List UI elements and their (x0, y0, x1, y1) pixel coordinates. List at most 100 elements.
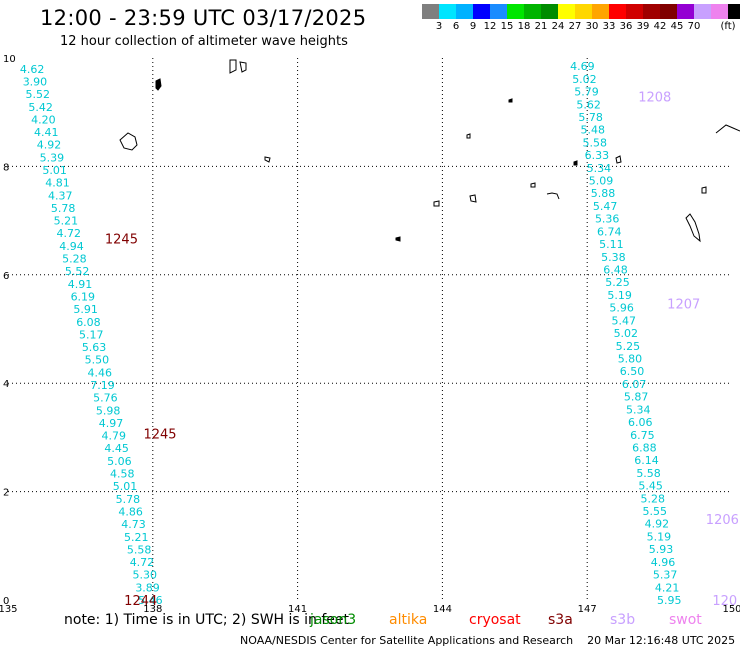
colorbar-label: 21 (534, 21, 548, 32)
wave-height-value: 5.58 (127, 543, 152, 556)
island-outline (615, 155, 622, 164)
track-time-label: 1208 (638, 91, 671, 106)
wave-height-value: 4.45 (104, 442, 129, 455)
colorbar-swatch (660, 4, 677, 19)
satellite-legend-cryosat: cryosat (469, 612, 521, 628)
island-outline (546, 192, 560, 200)
wave-height-value: 5.28 (640, 492, 665, 505)
wave-height-value: 5.79 (574, 86, 599, 99)
chart-subtitle: 12 hour collection of altimeter wave hei… (60, 34, 348, 49)
wave-height-value: 5.46 (138, 594, 163, 607)
wave-height-value: 5.58 (636, 467, 661, 480)
credit-text: NOAA/NESDIS Center for Satellite Applica… (240, 634, 574, 647)
footer-legend: note: 1) Time is in UTC; 2) SWH is in fe… (64, 612, 740, 630)
generated-timestamp: 20 Mar 12:16:48 UTC 2025 (587, 634, 736, 647)
island-outlines (119, 59, 740, 243)
colorbar-label: 3 (435, 21, 443, 32)
colorbar-label: 30 (585, 21, 599, 32)
wave-height-value: 6.06 (628, 416, 653, 429)
wave-height-value: 5.01 (113, 480, 138, 493)
colorbar-swatch (490, 4, 507, 19)
wave-height-value: 5.17 (79, 328, 104, 341)
wave-height-value: 5.47 (593, 200, 618, 213)
wave-height-value: 7.19 (90, 379, 115, 392)
colorbar-label: 15 (500, 21, 514, 32)
wave-height-value: 5.58 (583, 136, 608, 149)
colorbar-label: 27 (568, 21, 582, 32)
colorbar-swatch (473, 4, 490, 19)
lat-tick-label: 10 (3, 54, 16, 65)
wave-height-value: 5.25 (616, 340, 641, 353)
wave-height-value: 5.91 (73, 303, 98, 316)
wave-height-value: 6.19 (71, 290, 96, 303)
wave-height-value: 4.92 (645, 518, 670, 531)
wave-height-value: 5.34 (626, 403, 651, 416)
wave-height-value: 6.88 (632, 441, 657, 454)
island-outline (508, 98, 513, 103)
colorbar-swatch (643, 4, 660, 19)
lat-tick-label: 4 (3, 379, 9, 390)
wave-height-value: 5.19 (607, 289, 632, 302)
colorbar-swatch (541, 4, 558, 19)
track-time-label: 1206 (706, 513, 739, 528)
wave-height-value: 4.20 (31, 113, 56, 126)
island-outline (264, 156, 271, 163)
colorbar-swatch (575, 4, 592, 19)
wave-height-value: 4.21 (655, 581, 680, 594)
wave-height-value: 5.93 (649, 543, 674, 556)
wave-height-value: 5.37 (653, 569, 678, 582)
wave-height-value: 5.09 (589, 175, 614, 188)
island-outline (530, 182, 536, 188)
island-outline (685, 213, 701, 243)
colorbar-label: 70 (687, 21, 701, 32)
wave-height-value: 3.90 (23, 75, 48, 88)
wave-height-value: 5.45 (638, 480, 663, 493)
wave-height-value: 5.42 (28, 101, 53, 114)
wave-height-value: 4.96 (651, 556, 676, 569)
wave-height-value: 5.21 (124, 531, 149, 544)
colorbar-label: 9 (469, 21, 477, 32)
wave-height-value: 4.91 (68, 278, 93, 291)
wave-height-value: 5.02 (572, 73, 597, 86)
island-outline (701, 186, 707, 194)
wave-height-value: 5.01 (42, 164, 67, 177)
wave-height-value: 4.81 (45, 177, 70, 190)
track-time-label: 120 (712, 594, 737, 609)
island-outline (119, 132, 138, 151)
lat-tick-label: 6 (3, 271, 9, 282)
wave-height-value: 6.50 (620, 365, 645, 378)
wave-height-value: 5.47 (611, 314, 636, 327)
wave-height-value: 4.58 (110, 468, 135, 481)
wave-height-value: 5.78 (116, 493, 141, 506)
wave-height-value: 5.80 (618, 352, 643, 365)
colorbar-swatch (524, 4, 541, 19)
island-outline (469, 194, 477, 203)
colorbar-label: 33 (602, 21, 616, 32)
colorbar-label: 6 (452, 21, 460, 32)
colorbar-label: 39 (636, 21, 650, 32)
wave-height-value: 5.19 (647, 530, 672, 543)
colorbar-swatch (677, 4, 694, 19)
lon-tick-label: 144 (433, 604, 452, 615)
footer-note: note: 1) Time is in UTC; 2) SWH is in fe… (64, 612, 350, 628)
wave-height-value: 5.30 (133, 569, 158, 582)
wave-height-value: 6.33 (585, 149, 610, 162)
lon-tick-label: 135 (0, 604, 18, 615)
track-time-label: 1245 (143, 428, 176, 443)
wave-height-value: 6.75 (630, 429, 655, 442)
wave-height-value: 5.02 (614, 327, 639, 340)
island-outline (155, 78, 162, 91)
lon-tick-label: 138 (143, 604, 162, 615)
colorbar-label: 36 (619, 21, 633, 32)
wave-height-value: 4.72 (130, 556, 155, 569)
satellite-legend-s3b: s3b (610, 612, 636, 628)
wave-height-value: 5.63 (82, 341, 107, 354)
wave-height-value: 4.62 (20, 63, 45, 76)
wave-height-value: 5.38 (601, 251, 626, 264)
colorbar-label: 12 (483, 21, 497, 32)
satellite-legend-altika: altika (389, 612, 428, 628)
wave-height-value: 5.21 (54, 215, 79, 228)
colorbar-swatch (439, 4, 456, 19)
island-outline (229, 59, 247, 74)
island-outline (433, 200, 440, 207)
